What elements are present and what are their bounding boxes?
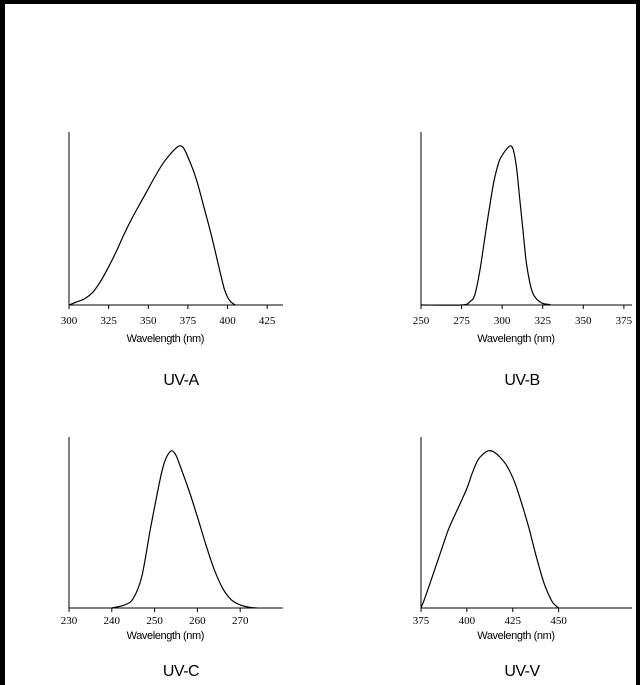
uv-v-x-tick-label-3: 450 bbox=[550, 615, 567, 627]
uv-b-x-tick-label-0: 250 bbox=[413, 315, 430, 327]
uv-a-x-tick-label-2: 350 bbox=[140, 315, 157, 327]
uv-c-chart-title: UV-C bbox=[163, 663, 199, 680]
uv-c-x-tick-label-2: 250 bbox=[146, 615, 163, 627]
uv-b-x-axis-label: Wavelength (nm) bbox=[477, 333, 554, 345]
uv-a-x-tick-label-1: 325 bbox=[100, 315, 117, 327]
uv-v-x-tick-label-1: 400 bbox=[459, 615, 476, 627]
uv-a-x-tick-label-0: 300 bbox=[61, 315, 78, 327]
uv-a-x-tick-label-5: 425 bbox=[259, 315, 276, 327]
uv-b-x-tick-label-5: 375 bbox=[616, 315, 633, 327]
uv-v-x-axis-label: Wavelength (nm) bbox=[477, 630, 554, 642]
uv-c-x-tick-label-4: 270 bbox=[232, 615, 249, 627]
uv-c-x-tick-label-0: 230 bbox=[61, 615, 78, 627]
uv-a-spectrum-line-0 bbox=[68, 145, 236, 306]
uv-b-x-tick-label-2: 300 bbox=[494, 315, 511, 327]
uv-v-x-tick-label-0: 375 bbox=[413, 615, 430, 627]
uv-c-x-tick-label-3: 260 bbox=[189, 615, 206, 627]
uv-b-x-tick-label-3: 325 bbox=[534, 315, 551, 327]
uv-c-spectrum-line-0 bbox=[111, 450, 258, 609]
uv-c-x-tick-label-1: 240 bbox=[104, 615, 121, 627]
uv-a-x-tick-label-3: 375 bbox=[180, 315, 197, 327]
uv-b-spectrum-line-0 bbox=[420, 145, 551, 306]
uv-c-x-axis-label: Wavelength (nm) bbox=[127, 630, 204, 642]
uv-v-spectrum-line-0 bbox=[420, 450, 559, 609]
uv-v-x-tick-label-2: 425 bbox=[504, 615, 521, 627]
uv-a-chart-title: UV-A bbox=[163, 372, 199, 389]
uv-b-x-tick-label-4: 350 bbox=[575, 315, 592, 327]
uv-a-x-axis-label: Wavelength (nm) bbox=[127, 333, 204, 345]
uv-v-chart-title: UV-V bbox=[504, 663, 540, 680]
uv-b-chart-title: UV-B bbox=[504, 372, 539, 389]
uv-a-x-tick-label-4: 400 bbox=[219, 315, 236, 327]
uv-b-x-tick-label-1: 275 bbox=[453, 315, 470, 327]
